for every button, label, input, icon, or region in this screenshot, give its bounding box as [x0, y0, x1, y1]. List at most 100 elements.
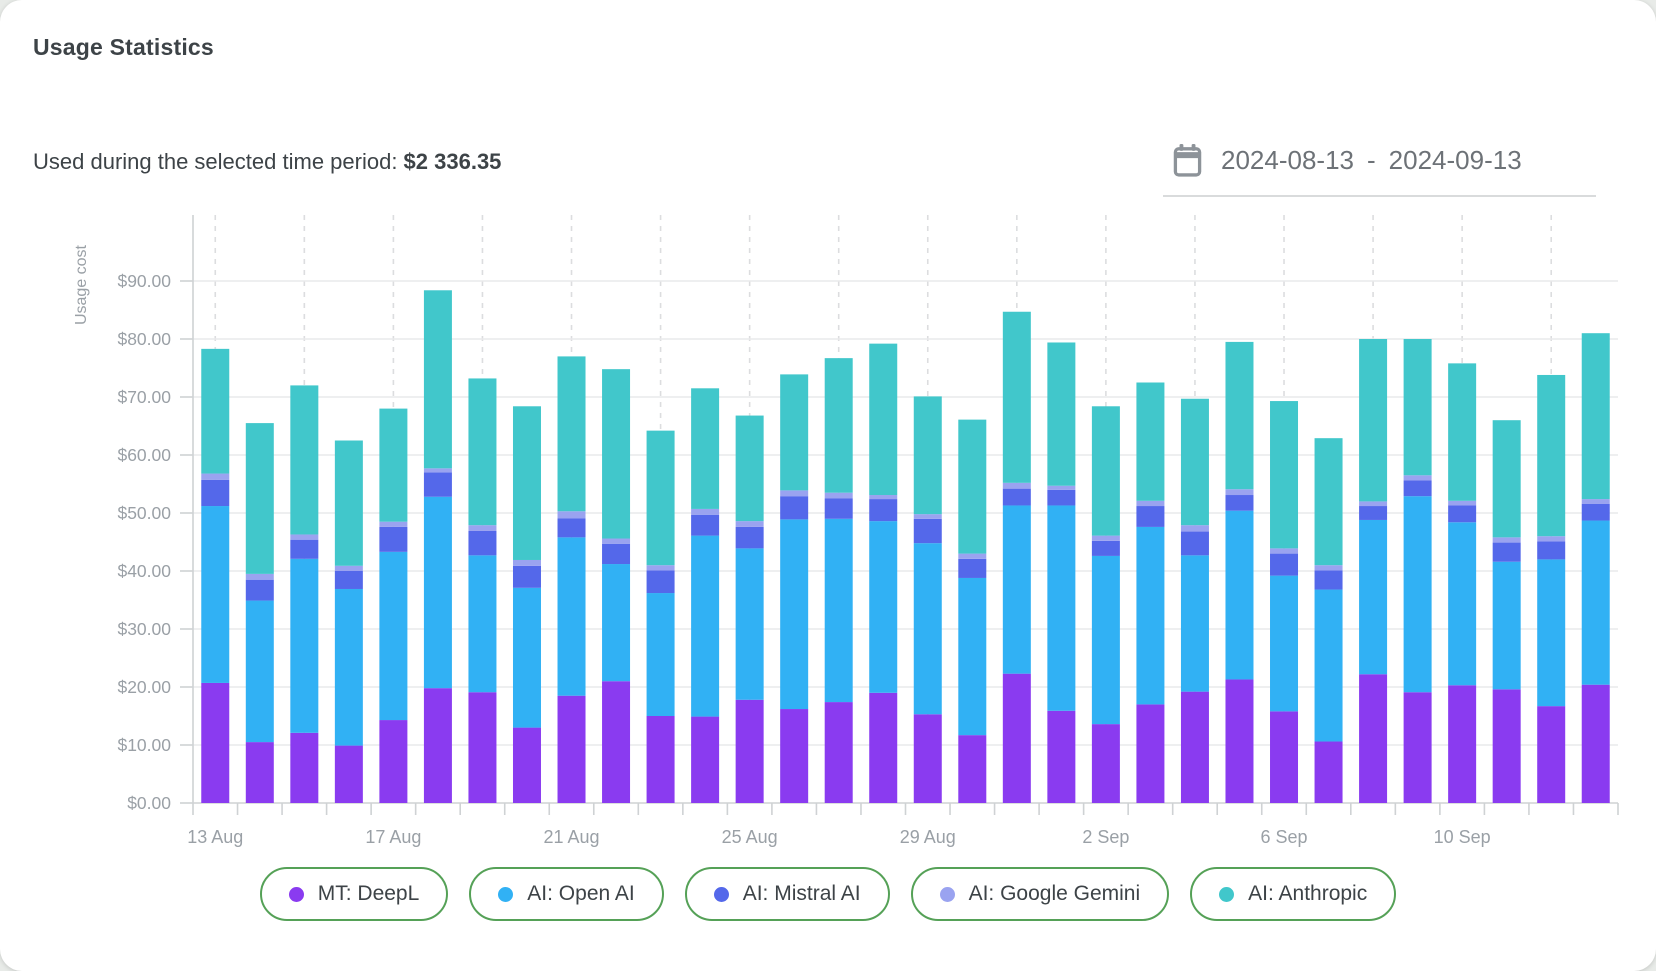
bar-segment[interactable] [557, 356, 586, 512]
bar-segment[interactable] [468, 530, 497, 556]
bar-segment[interactable] [379, 521, 408, 527]
legend-item-deepl[interactable]: MT: DeepL [259, 867, 449, 921]
bar-segment[interactable] [512, 406, 541, 560]
bar-segment[interactable] [1537, 536, 1566, 542]
bar-segment[interactable] [1225, 679, 1254, 803]
bar-segment[interactable] [334, 745, 363, 803]
bar-segment[interactable] [1403, 480, 1432, 497]
bar-segment[interactable] [423, 496, 452, 689]
bar-segment[interactable] [1403, 496, 1432, 693]
bar-segment[interactable] [780, 496, 809, 520]
bar-segment[interactable] [602, 538, 631, 544]
bar-segment[interactable] [1047, 342, 1076, 486]
legend-item-gemini[interactable]: AI: Google Gemini [910, 867, 1170, 921]
bar-segment[interactable] [646, 593, 675, 716]
bar-segment[interactable] [1002, 482, 1031, 489]
bar-segment[interactable] [602, 681, 631, 803]
bar-segment[interactable] [869, 499, 898, 522]
bar-segment[interactable] [1136, 704, 1165, 803]
bar-segment[interactable] [958, 553, 987, 559]
bar-segment[interactable] [824, 492, 853, 499]
bar-segment[interactable] [1002, 311, 1031, 483]
bar-segment[interactable] [824, 498, 853, 519]
bar-segment[interactable] [691, 535, 720, 717]
legend-item-mistral[interactable]: AI: Mistral AI [684, 867, 890, 921]
bar-segment[interactable] [290, 558, 319, 733]
bar-segment[interactable] [1581, 333, 1610, 500]
bar-segment[interactable] [1180, 691, 1209, 803]
bar-segment[interactable] [1492, 561, 1521, 690]
bar-segment[interactable] [869, 343, 898, 496]
bar-segment[interactable] [869, 692, 898, 803]
bar-segment[interactable] [1270, 711, 1299, 803]
bar-segment[interactable] [201, 479, 230, 507]
bar-segment[interactable] [913, 396, 942, 515]
bar-segment[interactable] [1002, 505, 1031, 674]
bar-segment[interactable] [1091, 555, 1120, 725]
bar-segment[interactable] [869, 495, 898, 500]
bar-segment[interactable] [958, 577, 987, 736]
bar-segment[interactable] [201, 348, 230, 474]
bar-segment[interactable] [1136, 500, 1165, 507]
bar-segment[interactable] [691, 388, 720, 509]
bar-segment[interactable] [1448, 363, 1477, 501]
bar-segment[interactable] [691, 514, 720, 536]
bar-segment[interactable] [245, 742, 274, 803]
bar-segment[interactable] [1270, 401, 1299, 549]
bar-segment[interactable] [290, 539, 319, 559]
bar-segment[interactable] [1180, 555, 1209, 692]
bar-segment[interactable] [1225, 489, 1254, 496]
bar-segment[interactable] [468, 525, 497, 531]
bar-segment[interactable] [1492, 420, 1521, 538]
bar-segment[interactable] [1537, 706, 1566, 803]
bar-segment[interactable] [780, 490, 809, 497]
bar-segment[interactable] [1047, 489, 1076, 506]
bar-segment[interactable] [201, 506, 230, 683]
bar-segment[interactable] [1091, 406, 1120, 536]
bar-segment[interactable] [646, 716, 675, 803]
bar-segment[interactable] [1581, 520, 1610, 685]
bar-segment[interactable] [1314, 741, 1343, 803]
bar-segment[interactable] [334, 565, 363, 571]
bar-segment[interactable] [1180, 531, 1209, 556]
bar-segment[interactable] [780, 374, 809, 491]
bar-segment[interactable] [512, 559, 541, 566]
bar-segment[interactable] [245, 423, 274, 574]
bar-segment[interactable] [1180, 525, 1209, 532]
bar-segment[interactable] [1448, 500, 1477, 506]
bar-segment[interactable] [958, 735, 987, 803]
bar-segment[interactable] [512, 587, 541, 728]
bar-segment[interactable] [1581, 499, 1610, 504]
bar-segment[interactable] [1091, 535, 1120, 541]
bar-segment[interactable] [290, 732, 319, 803]
bar-segment[interactable] [379, 551, 408, 721]
bar-segment[interactable] [423, 290, 452, 469]
bar-segment[interactable] [646, 570, 675, 594]
bar-segment[interactable] [735, 699, 764, 803]
bar-segment[interactable] [824, 702, 853, 803]
bar-segment[interactable] [735, 526, 764, 549]
bar-segment[interactable] [1314, 570, 1343, 590]
bar-segment[interactable] [290, 385, 319, 535]
bar-segment[interactable] [1403, 339, 1432, 476]
bar-segment[interactable] [1359, 501, 1388, 507]
bar-segment[interactable] [1002, 488, 1031, 506]
bar-segment[interactable] [913, 714, 942, 803]
bar-segment[interactable] [824, 518, 853, 703]
bar-segment[interactable] [1314, 589, 1343, 742]
bar-segment[interactable] [201, 682, 230, 803]
bar-segment[interactable] [512, 727, 541, 803]
bar-segment[interactable] [245, 600, 274, 743]
bar-segment[interactable] [913, 543, 942, 715]
bar-segment[interactable] [1225, 495, 1254, 511]
bar-segment[interactable] [1314, 438, 1343, 566]
bar-segment[interactable] [468, 555, 497, 693]
bar-segment[interactable] [646, 430, 675, 566]
bar-segment[interactable] [379, 720, 408, 803]
bar-segment[interactable] [1537, 541, 1566, 560]
bar-segment[interactable] [646, 565, 675, 571]
bar-segment[interactable] [1537, 559, 1566, 707]
bar-segment[interactable] [334, 588, 363, 746]
bar-segment[interactable] [423, 688, 452, 803]
bar-segment[interactable] [1225, 510, 1254, 680]
